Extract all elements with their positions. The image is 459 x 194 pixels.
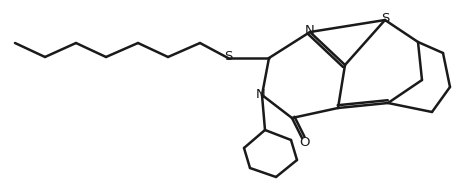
Text: N: N: [304, 23, 314, 36]
Text: N: N: [256, 88, 265, 101]
Text: S: S: [224, 50, 232, 63]
Text: S: S: [380, 12, 388, 25]
Text: O: O: [299, 135, 309, 148]
